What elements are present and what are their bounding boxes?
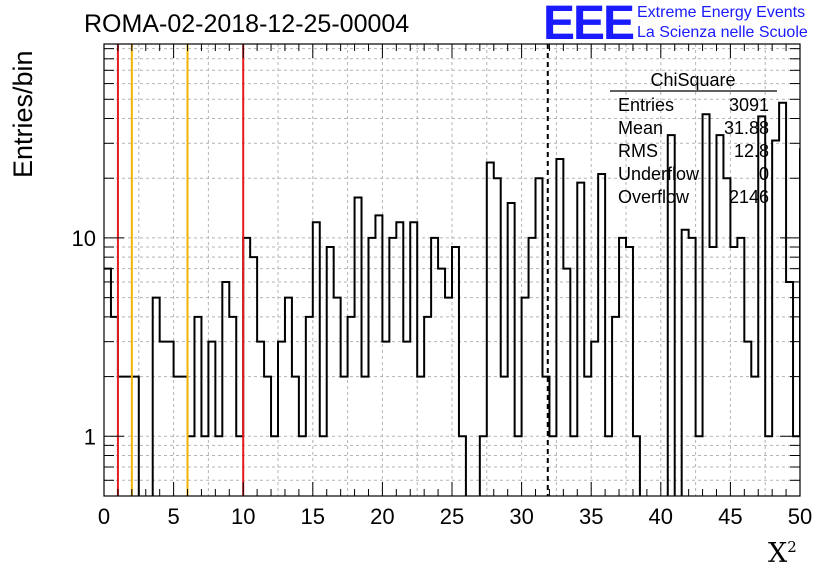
y-tick-label: 1 [84, 424, 96, 449]
logo-line-2: La Scienza nelle Scuole [637, 24, 808, 41]
eee-logo: EEE [543, 0, 635, 50]
stats-box: ChiSquare Entries 3091 Mean 31.88 RMS 12… [610, 70, 777, 207]
stats-row-value: 0 [759, 164, 769, 184]
chart-title: ROMA-02-2018-12-25-00004 [84, 10, 410, 38]
stats-row-value: 31.88 [724, 118, 769, 138]
x-axis-label: X2 [768, 538, 797, 569]
stats-row-label: Underflow [618, 164, 700, 184]
histogram-layer [104, 101, 800, 496]
x-tick-label: 0 [98, 504, 110, 529]
logo-line-1: Extreme Energy Events [637, 4, 806, 21]
x-tick-label: 20 [370, 504, 394, 529]
stats-row-value: 2146 [729, 187, 769, 207]
x-tick-label: 35 [579, 504, 603, 529]
grid-layer [104, 44, 800, 496]
stats-row-label: RMS [618, 141, 658, 161]
tick-label-layer: 0 5 10 15 20 25 30 35 40 45 50 1 10 [72, 226, 813, 529]
y-tick-label: 10 [72, 226, 96, 251]
x-tick-label: 10 [231, 504, 255, 529]
x-tick-label: 15 [301, 504, 325, 529]
marker-lines-layer [116, 44, 549, 496]
x-tick-label: 30 [509, 504, 533, 529]
y-axis-label: Entries/bin [8, 50, 38, 178]
x-axis-label-sup: 2 [787, 538, 797, 556]
x-tick-label: 25 [440, 504, 464, 529]
stats-row-label: Overflow [618, 187, 690, 207]
stats-row-label: Mean [618, 118, 663, 138]
stats-row-label: Entries [618, 95, 674, 115]
x-axis-label-base: X [768, 538, 788, 569]
x-tick-label: 5 [167, 504, 179, 529]
stats-row-value: 12.8 [734, 141, 769, 161]
x-tick-label: 40 [649, 504, 673, 529]
stats-row-value: 3091 [729, 95, 769, 115]
tick-layer [103, 44, 801, 496]
x-tick-label: 45 [718, 504, 742, 529]
stats-title: ChiSquare [650, 70, 735, 90]
histogram-series [104, 101, 800, 496]
x-tick-label: 50 [788, 504, 812, 529]
